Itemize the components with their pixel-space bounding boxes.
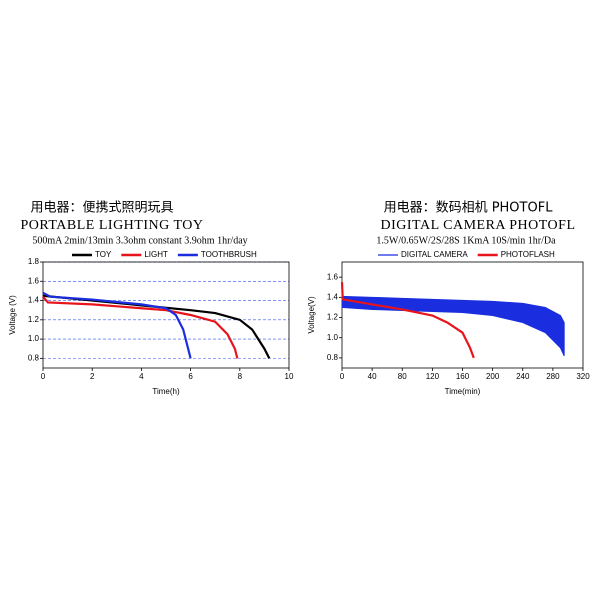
chart-subtitle: PORTABLE LIGHTING TOY [20,218,203,233]
chart-title: 用电器：数码相机 PHOTOFL [384,201,554,216]
chart-subtitle: DIGITAL CAMERA PHOTOFL [381,218,576,233]
plot-frame [341,261,584,369]
x-tick-label: 10 [285,372,294,381]
x-tick-label: 320 [576,372,590,381]
series-line [42,291,192,359]
x-tick-label: 160 [456,372,470,381]
x-tick-label: 2 [90,372,95,381]
x-tick-label: 0 [41,372,46,381]
y-tick-label: 1.6 [28,276,40,285]
legend-label: PHOTOFLASH [501,250,555,259]
y-tick-label: 1.4 [327,292,339,301]
y-tick-label: 1.0 [28,334,40,343]
series-line [42,295,239,359]
chart-note: 500mA 2min/13min 3.3ohm constant 3.9ohm … [32,235,247,246]
y-axis-title: Voltage(V) [307,296,316,334]
x-tick-label: 4 [139,372,144,381]
legend-label: LIGHT [144,250,168,259]
chart-title: 用电器：便携式照明玩具 [30,200,173,216]
y-tick-label: 1.2 [327,313,339,322]
y-tick-label: 1.6 [327,272,339,281]
y-tick-label: 1.4 [28,296,40,305]
legend-label: TOY [95,250,112,259]
x-axis-title: Time(h) [152,387,180,396]
series-line [340,282,475,359]
x-tick-label: 280 [546,372,560,381]
x-tick-label: 120 [426,372,440,381]
y-tick-label: 0.8 [327,353,339,362]
y-tick-label: 0.8 [28,353,40,362]
chart-note: 1.5W/0.65W/2S/28S 1KmA 10S/min 1hr/Da [376,235,556,246]
x-tick-label: 0 [340,372,345,381]
legend-label: DIGITAL CAMERA [401,250,468,259]
x-tick-label: 8 [238,372,243,381]
y-tick-label: 1.2 [28,315,40,324]
x-tick-label: 200 [486,372,500,381]
plot-frame [42,261,290,369]
legend-label: TOOTHBRUSH [201,250,257,259]
x-tick-label: 40 [368,372,377,381]
x-tick-label: 80 [398,372,407,381]
y-axis-title: Voltage (V) [8,295,17,335]
y-tick-label: 1.8 [28,257,40,266]
y-tick-label: 1.0 [327,333,339,342]
x-tick-label: 6 [188,372,193,381]
x-axis-title: Time(min) [445,387,481,396]
x-tick-label: 240 [516,372,530,381]
